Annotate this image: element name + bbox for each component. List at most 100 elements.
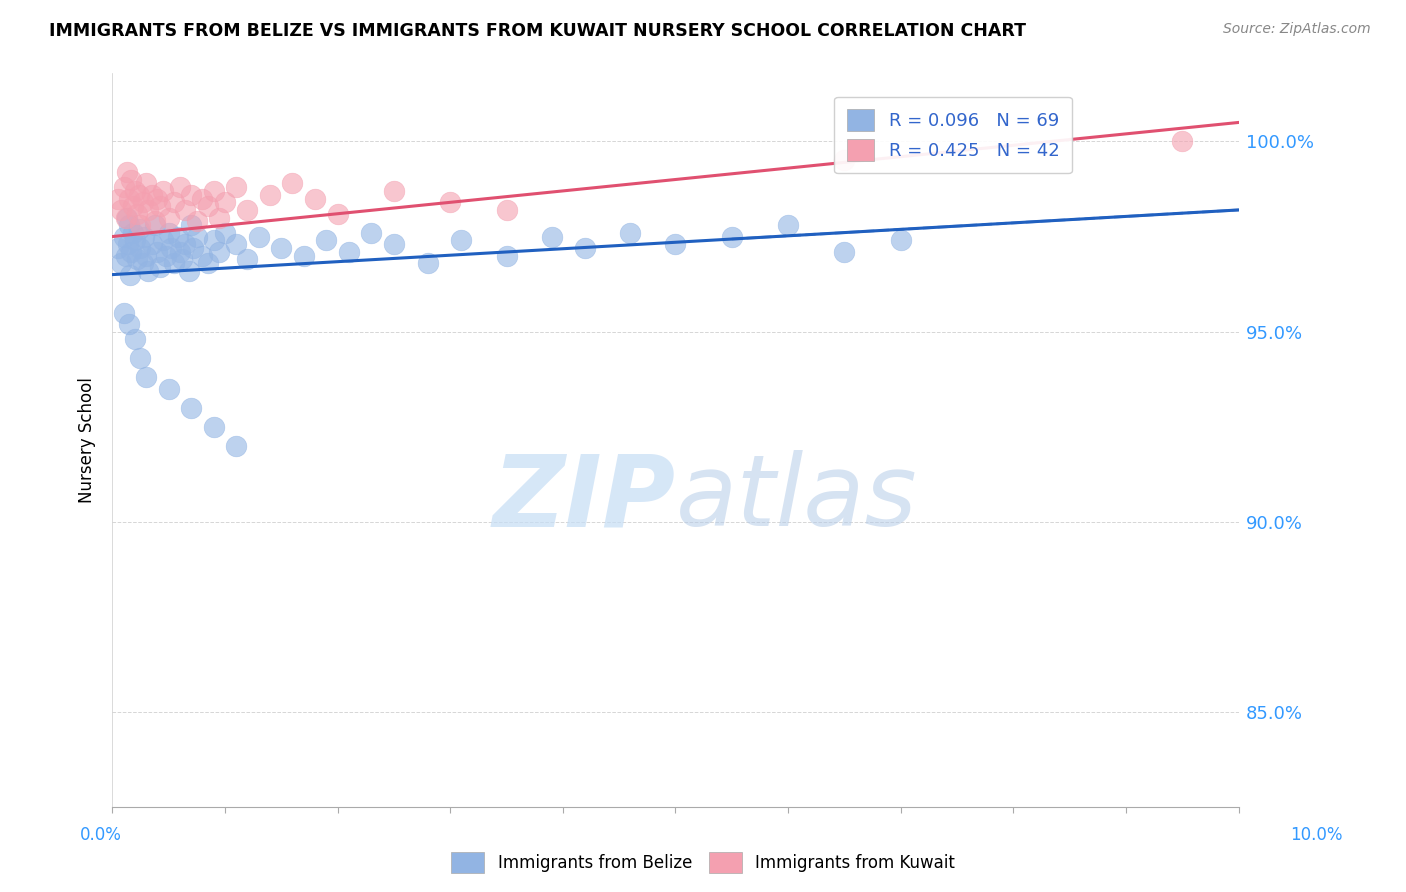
Point [135,177,157,191]
Point [540,229,562,244]
Point [157,226,180,240]
Point [143,218,166,232]
Point [136,264,159,278]
Point [1171,135,1194,149]
Point [202,233,225,247]
Point [131,256,153,270]
Point [270,241,292,255]
Point [141,237,163,252]
Point [125,207,148,221]
Point [159,241,181,255]
Legend: Immigrants from Belize, Immigrants from Kuwait: Immigrants from Belize, Immigrants from … [444,846,962,880]
Point [112,306,135,320]
Point [163,256,186,270]
Point [114,211,136,225]
Point [197,199,219,213]
Point [208,244,231,259]
Point [186,214,208,228]
Point [146,192,169,206]
Point [118,192,141,206]
Point [191,192,214,206]
Point [120,172,142,186]
Point [180,401,202,415]
Point [163,195,186,210]
Point [337,244,360,259]
Point [107,192,129,206]
Point [360,226,382,240]
Point [208,211,231,225]
Point [197,256,219,270]
Text: Source: ZipAtlas.com: Source: ZipAtlas.com [1223,22,1371,37]
Point [834,244,856,259]
Point [157,382,180,396]
Point [136,202,159,217]
Point [114,249,136,263]
Text: IMMIGRANTS FROM BELIZE VS IMMIGRANTS FROM KUWAIT NURSERY SCHOOL CORRELATION CHAR: IMMIGRANTS FROM BELIZE VS IMMIGRANTS FRO… [49,22,1026,40]
Point [183,241,205,255]
Legend: R = 0.096   N = 69, R = 0.425   N = 42: R = 0.096 N = 69, R = 0.425 N = 42 [834,96,1071,173]
Point [112,180,135,194]
Point [292,249,315,263]
Point [315,233,337,247]
Point [450,233,472,247]
Point [112,229,135,244]
Point [172,252,194,267]
Point [117,237,139,252]
Point [131,195,153,210]
Point [225,237,247,252]
Point [135,249,157,263]
Point [128,187,150,202]
Point [121,226,143,240]
Point [169,244,191,259]
Point [107,241,129,255]
Point [202,184,225,198]
Point [495,249,517,263]
Point [143,214,166,228]
Point [129,241,152,255]
Point [180,218,202,232]
Point [382,237,405,252]
Point [281,177,304,191]
Point [664,237,686,252]
Point [304,192,326,206]
Point [146,244,169,259]
Point [259,187,281,202]
Point [124,332,146,346]
Point [174,237,197,252]
Point [619,226,641,240]
Point [110,202,132,217]
Point [236,252,259,267]
Point [155,249,177,263]
Point [141,187,163,202]
Text: ZIP: ZIP [492,450,675,548]
Point [110,256,132,270]
Point [120,244,142,259]
Point [148,199,170,213]
Point [202,419,225,434]
Point [177,264,200,278]
Text: 10.0%: 10.0% [1291,826,1343,844]
Point [247,229,270,244]
Point [186,229,208,244]
Point [174,202,197,217]
Point [129,351,152,366]
Text: 0.0%: 0.0% [80,826,122,844]
Point [416,256,439,270]
Point [129,218,152,232]
Point [152,184,174,198]
Point [115,165,138,179]
Point [382,184,405,198]
Point [778,218,800,232]
Point [834,153,856,168]
Point [890,233,912,247]
Point [180,187,202,202]
Point [574,241,596,255]
Text: atlas: atlas [675,450,917,548]
Point [191,249,214,263]
Point [495,202,517,217]
Y-axis label: Nursery School: Nursery School [79,377,96,503]
Point [166,229,188,244]
Point [214,195,236,210]
Point [121,199,143,213]
Point [225,439,247,453]
